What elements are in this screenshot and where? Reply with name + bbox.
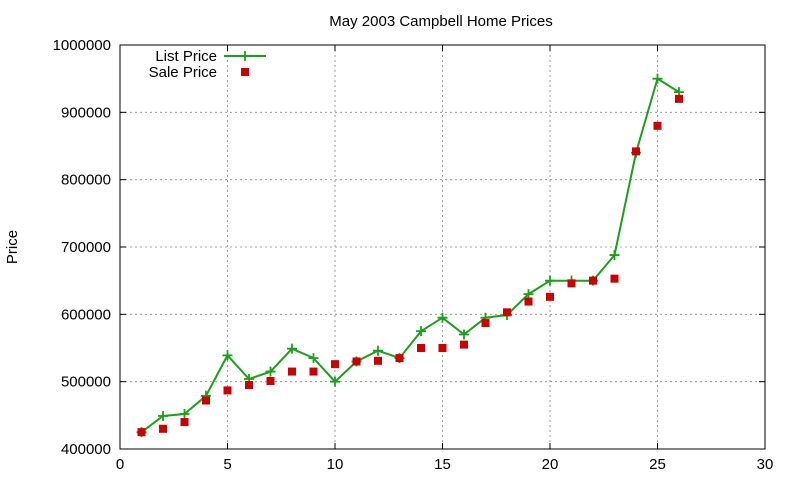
sale-price-point bbox=[180, 418, 189, 427]
sale-price-point bbox=[524, 297, 533, 306]
y-tick-label: 1000000 bbox=[53, 37, 111, 54]
y-axis-label: Price bbox=[4, 230, 21, 264]
x-tick-label: 15 bbox=[434, 456, 451, 473]
list-price-point bbox=[416, 326, 426, 337]
y-tick-label: 600000 bbox=[61, 306, 111, 323]
sale-price-point bbox=[589, 276, 597, 285]
sale-price-point bbox=[202, 396, 210, 405]
sale-price-point bbox=[610, 274, 619, 283]
y-tick-label: 400000 bbox=[61, 441, 111, 458]
sale-price-point bbox=[374, 356, 382, 365]
legend-label: List Price bbox=[155, 48, 217, 65]
list-price-line bbox=[140, 77, 680, 433]
sale-price-point bbox=[309, 367, 318, 376]
x-tick-label: 30 bbox=[757, 456, 774, 473]
legend-square-marker bbox=[241, 68, 249, 76]
sale-price-point bbox=[288, 367, 296, 376]
x-tick-label: 5 bbox=[223, 456, 231, 473]
sale-price-point bbox=[481, 319, 490, 328]
y-tick-label: 800000 bbox=[61, 172, 111, 189]
list-price-point bbox=[373, 345, 383, 356]
list-price-point bbox=[523, 289, 534, 300]
x-tick-label: 20 bbox=[542, 456, 559, 473]
list-price-point bbox=[652, 73, 663, 84]
sale-price-point bbox=[159, 424, 167, 433]
sale-price-point bbox=[546, 292, 554, 301]
list-price-point bbox=[437, 312, 448, 323]
series-layer bbox=[136, 73, 684, 438]
chart-title: May 2003 Campbell Home Prices bbox=[329, 13, 552, 30]
legend-plus-marker bbox=[240, 51, 250, 61]
tick-labels: 0 5 10 15 20 25 30 400000 500000 600000 700000 8000… bbox=[53, 37, 774, 473]
y-tick-label: 700000 bbox=[61, 239, 111, 256]
list-price-point bbox=[609, 250, 620, 261]
list-price-point bbox=[459, 329, 469, 340]
list-price-point bbox=[308, 353, 319, 364]
sale-price-point bbox=[460, 340, 468, 349]
sale-price-point bbox=[653, 121, 662, 130]
sale-price-point bbox=[266, 376, 275, 385]
x-tick-label: 0 bbox=[116, 456, 124, 473]
x-tick-label: 10 bbox=[327, 456, 344, 473]
list-price-point bbox=[545, 275, 555, 286]
sale-price-point bbox=[438, 344, 447, 352]
list-price-point bbox=[330, 376, 340, 387]
sale-price-point bbox=[567, 279, 576, 288]
sale-price-point bbox=[245, 381, 253, 390]
list-price-point bbox=[222, 350, 233, 361]
plot-frame bbox=[119, 44, 766, 450]
sale-price-point bbox=[503, 308, 511, 317]
list-price-point bbox=[158, 411, 168, 422]
legend-label: Sale Price bbox=[149, 64, 217, 81]
y-tick-label: 900000 bbox=[61, 104, 111, 121]
sale-price-point bbox=[675, 94, 683, 103]
sale-price-point bbox=[137, 428, 146, 437]
sale-price-point bbox=[223, 386, 232, 395]
sale-price-point bbox=[417, 344, 425, 352]
list-price-point bbox=[265, 366, 276, 377]
sale-price-point bbox=[331, 360, 339, 369]
x-tick-label: 25 bbox=[649, 456, 666, 473]
sale-price-point bbox=[352, 357, 361, 366]
grid-lines bbox=[120, 45, 765, 449]
list-price-point bbox=[179, 408, 190, 419]
list-price-point bbox=[287, 343, 297, 354]
sale-price-point bbox=[632, 147, 640, 156]
y-tick-label: 500000 bbox=[61, 374, 111, 391]
sale-price-point bbox=[395, 354, 404, 363]
